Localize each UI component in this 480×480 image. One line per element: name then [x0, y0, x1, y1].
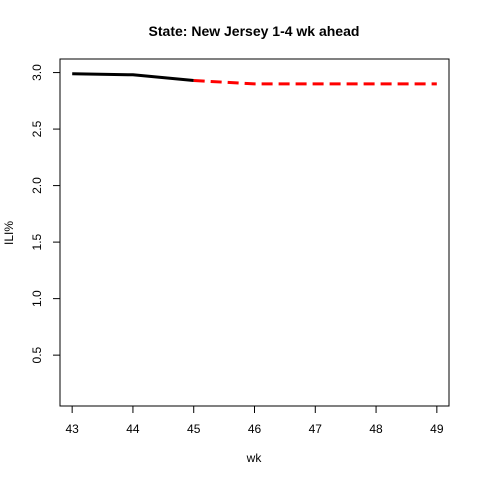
y-tick-label: 1.5	[30, 233, 44, 250]
y-tick-label: 2.0	[30, 177, 44, 194]
forecast-line-1	[194, 81, 437, 84]
x-tick-label: 48	[369, 422, 383, 436]
y-tick-label: 1.0	[30, 290, 44, 307]
series-layer	[72, 74, 437, 84]
observed-line-0	[72, 74, 194, 81]
x-axis: 43 44 45 46 47 48 49	[65, 406, 443, 436]
chart-title: State: New Jersey 1-4 wk ahead	[149, 23, 360, 39]
y-tick-label: 2.5	[30, 120, 44, 137]
x-tick-label: 46	[248, 422, 262, 436]
x-tick-label: 43	[65, 422, 79, 436]
x-tick-label: 45	[187, 422, 201, 436]
x-tick-label: 49	[430, 422, 444, 436]
x-tick-label: 44	[126, 422, 140, 436]
plot-area-frame	[60, 59, 449, 406]
y-tick-label: 0.5	[30, 346, 44, 363]
x-tick-label: 47	[309, 422, 323, 436]
x-axis-label: wk	[246, 451, 263, 465]
y-axis: 0.5 1.0 1.5 2.0 2.5 3.0	[30, 64, 60, 364]
y-axis-label: ILI%	[2, 221, 16, 245]
y-tick-label: 3.0	[30, 64, 44, 81]
